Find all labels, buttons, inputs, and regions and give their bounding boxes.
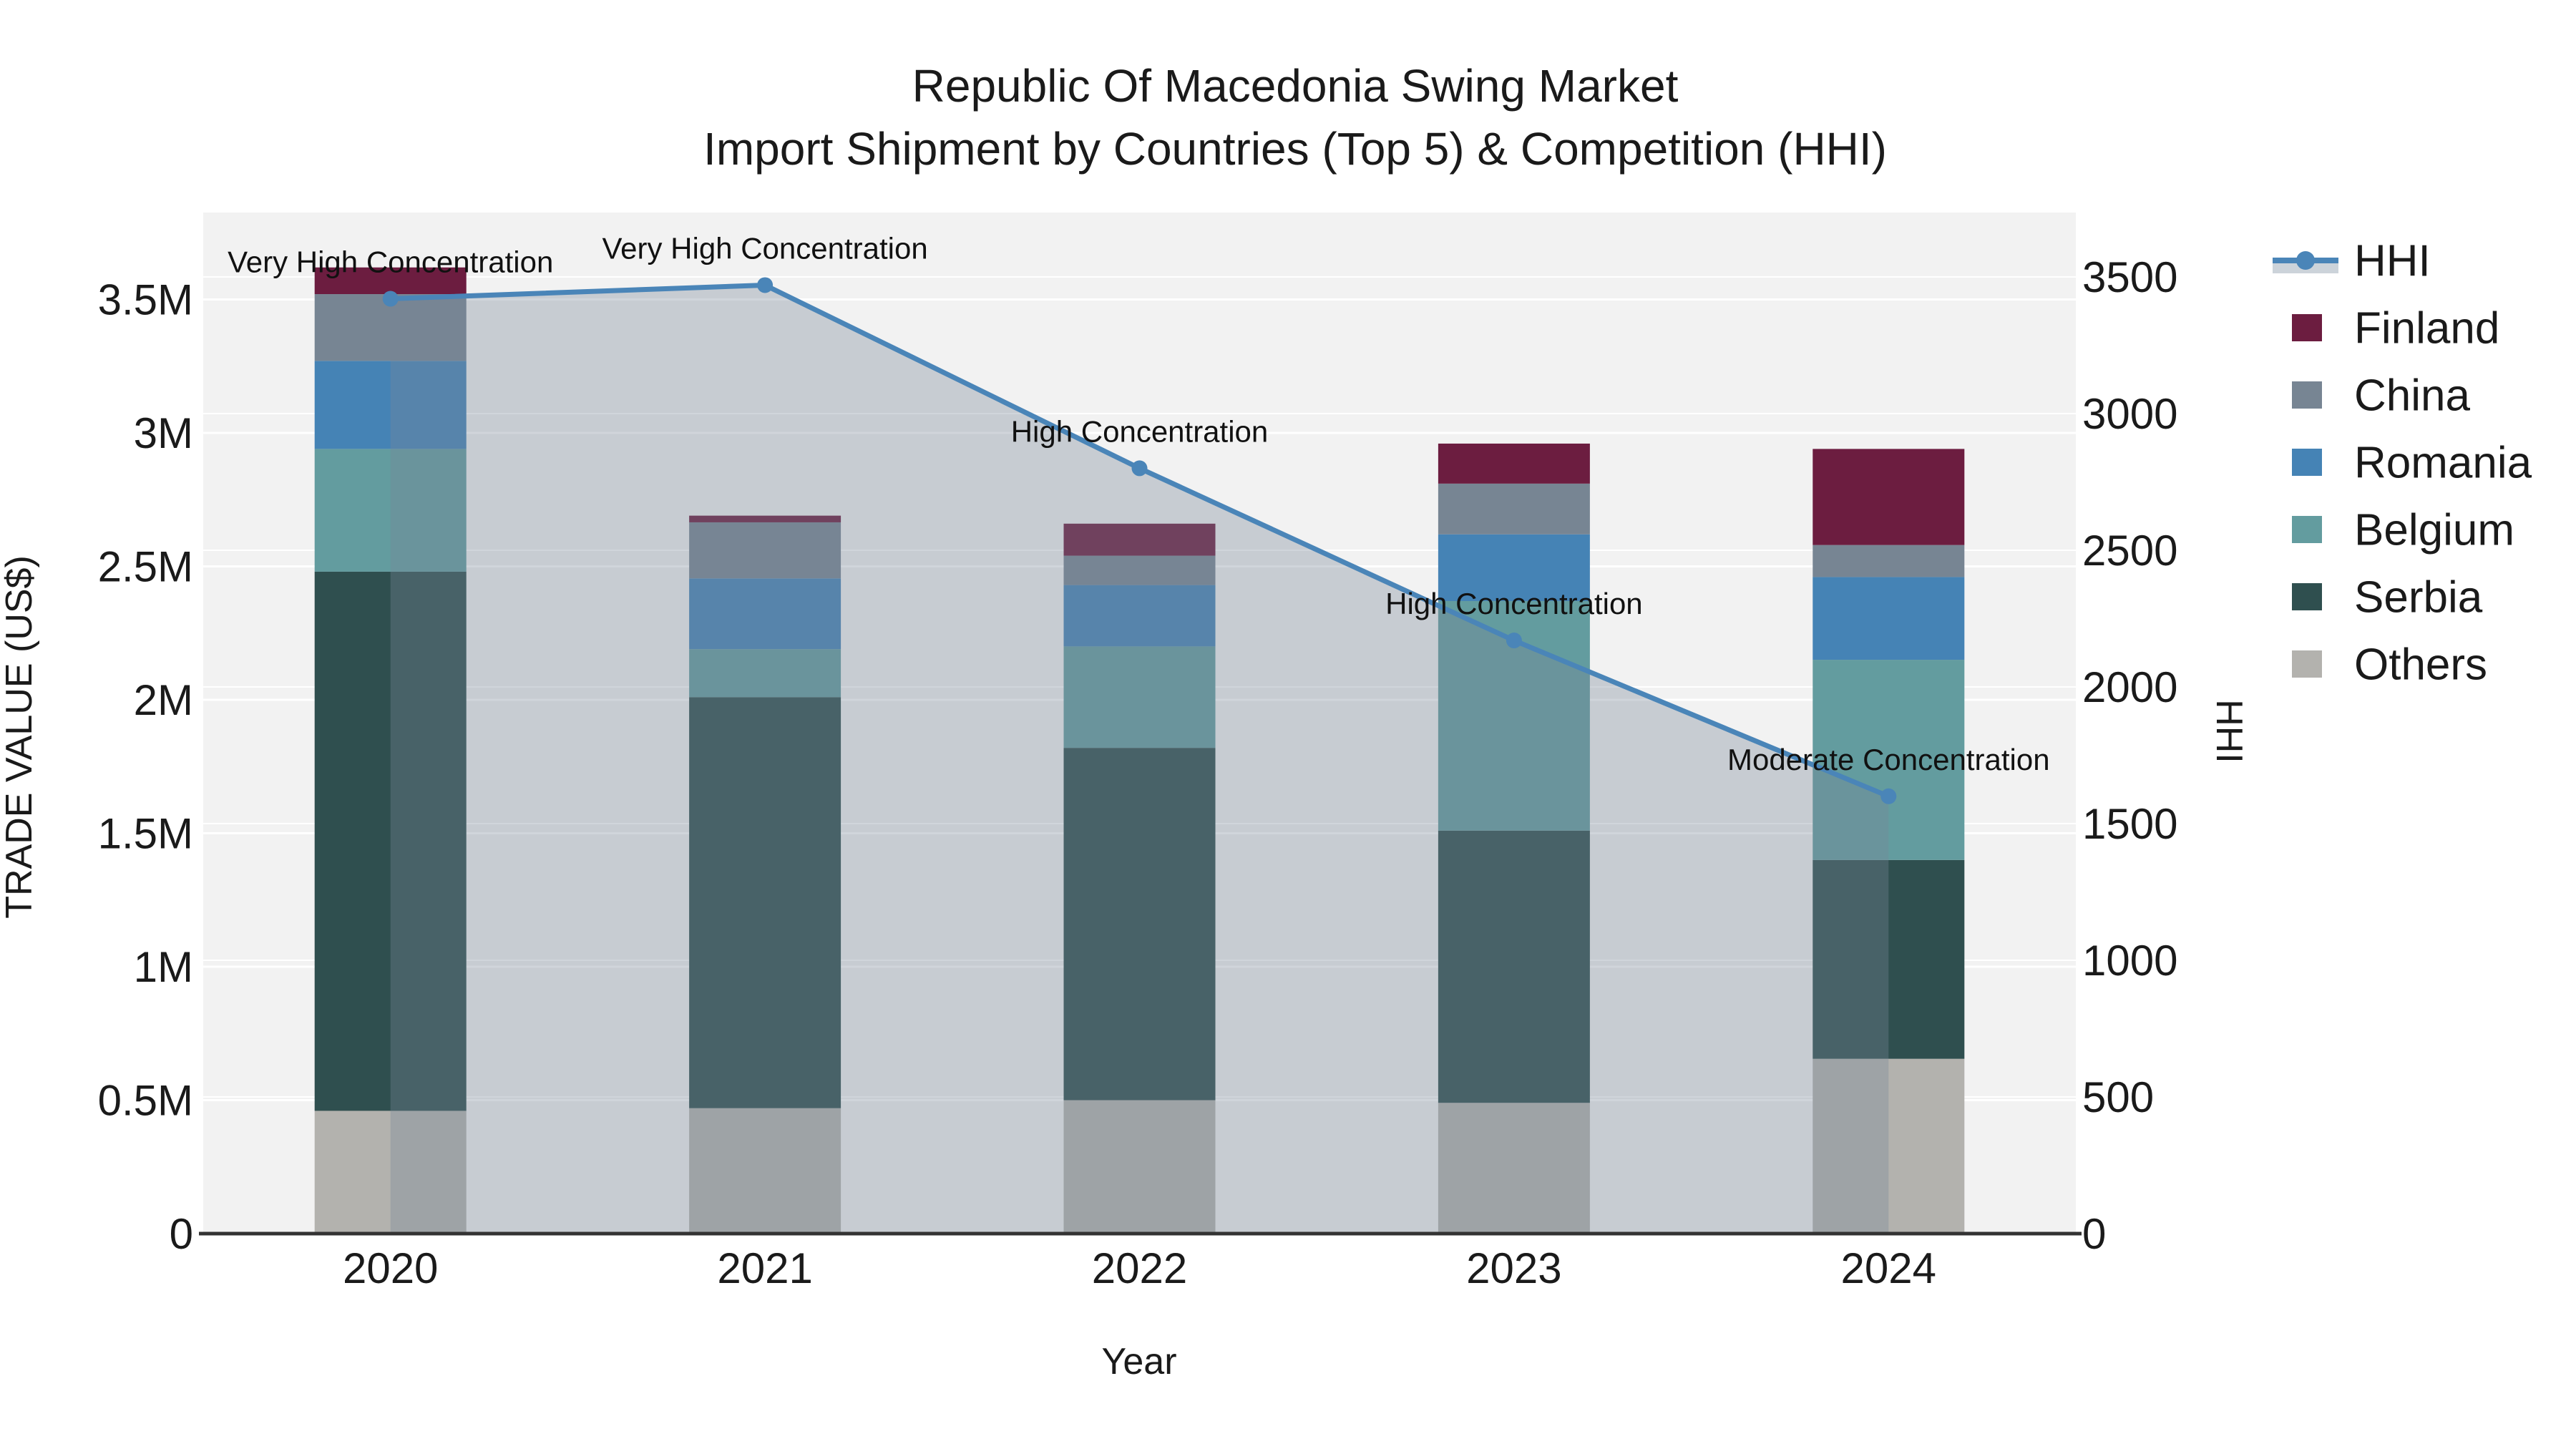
y-right-tick-2500: 2500	[2082, 527, 2177, 575]
hhi-area-fill	[390, 285, 1889, 1234]
legend: HHI Finland China Romania Belgium Serbia Other…	[2273, 237, 2532, 690]
bar-segment-others-2020[interactable]	[314, 1111, 467, 1234]
y-right-tick-1000: 1000	[2082, 937, 2177, 985]
chart-title-line2: Import Shipment by Countries (Top 5) & C…	[703, 123, 1887, 175]
chart-title-line1: Republic Of Macedonia Swing Market	[912, 60, 1679, 112]
legend-item-hhi[interactable]: HHI	[2273, 237, 2431, 286]
y-right-tick-1500: 1500	[2082, 800, 2177, 848]
y-right-tick-3000: 3000	[2082, 390, 2177, 438]
x-tick-2020: 2020	[343, 1244, 438, 1292]
y-left-tick-1.5M: 1.5M	[98, 810, 193, 858]
bar-segment-china-2021[interactable]	[689, 522, 841, 579]
legend-label-others: Others	[2354, 640, 2487, 690]
bar-segment-romania-2021[interactable]	[689, 578, 841, 650]
annotation-2020: Very High Concentration	[228, 245, 553, 279]
legend-label-belgium: Belgium	[2354, 506, 2514, 555]
y-left-tick-3M: 3M	[134, 409, 193, 457]
bar-segment-romania-2022[interactable]	[1063, 585, 1216, 647]
bar-segment-china-2022[interactable]	[1063, 555, 1216, 585]
y-left-tick-2M: 2M	[134, 676, 193, 724]
legend-swatch-china	[2292, 381, 2322, 409]
legend-swatch-finland	[2292, 314, 2322, 341]
bar-segment-serbia-2021[interactable]	[689, 697, 841, 1108]
bar-segment-finland-2022[interactable]	[1063, 523, 1216, 556]
bar-segment-china-2023[interactable]	[1438, 483, 1590, 535]
x-axis-title: Year	[1101, 1341, 1176, 1382]
y-right-tick-2000: 2000	[2082, 663, 2177, 711]
x-tick-2024: 2024	[1841, 1244, 1936, 1292]
legend-item-china[interactable]: China	[2292, 371, 2471, 421]
y-right-tick-3500: 3500	[2082, 253, 2177, 301]
y-left-tick-1M: 1M	[134, 943, 193, 991]
bar-segment-belgium-2021[interactable]	[689, 649, 841, 698]
plot-area: Very High Concentration Very High Concent…	[98, 213, 2177, 1292]
x-tick-2023: 2023	[1466, 1244, 1561, 1292]
legend-label-romania: Romania	[2354, 439, 2532, 488]
hhi-marker-2021[interactable]	[757, 277, 774, 293]
bar-segment-romania-2023[interactable]	[1438, 534, 1590, 601]
hhi-marker-2022[interactable]	[1131, 460, 1148, 477]
bar-segment-serbia-2022[interactable]	[1063, 748, 1216, 1101]
legend-item-romania[interactable]: Romania	[2292, 439, 2532, 488]
annotation-2021: Very High Concentration	[602, 231, 927, 265]
bar-segment-belgium-2020[interactable]	[314, 449, 467, 572]
annotation-2024: Moderate Concentration	[1727, 743, 2050, 776]
legend-swatch-serbia	[2292, 583, 2322, 610]
x-tick-2022: 2022	[1092, 1244, 1187, 1292]
y-left-tick-2.5M: 2.5M	[98, 543, 193, 591]
bar-segment-romania-2024[interactable]	[1813, 577, 1965, 660]
bar-segment-romania-2020[interactable]	[314, 361, 467, 449]
annotation-2023: High Concentration	[1385, 587, 1643, 620]
legend-item-serbia[interactable]: Serbia	[2292, 573, 2483, 623]
y-axis-right-title: HHI	[2208, 699, 2250, 763]
legend-item-others[interactable]: Others	[2292, 640, 2487, 690]
bar-segment-china-2024[interactable]	[1813, 545, 1965, 577]
y-right-tick-500: 500	[2082, 1073, 2154, 1121]
legend-item-belgium[interactable]: Belgium	[2292, 506, 2514, 555]
bar-segment-others-2022[interactable]	[1063, 1100, 1216, 1234]
annotation-2022: High Concentration	[1011, 414, 1269, 448]
y-left-tick-0.5M: 0.5M	[98, 1077, 193, 1125]
legend-swatch-belgium	[2292, 516, 2322, 543]
y-left-tick-0: 0	[170, 1210, 193, 1258]
legend-hhi-marker-icon	[2296, 251, 2315, 270]
bar-segment-serbia-2024[interactable]	[1813, 859, 1965, 1059]
bar-segment-others-2023[interactable]	[1438, 1103, 1590, 1234]
bar-segment-serbia-2023[interactable]	[1438, 830, 1590, 1103]
bar-segment-finland-2024[interactable]	[1813, 449, 1965, 545]
bar-segment-finland-2021[interactable]	[689, 515, 841, 522]
y-left-tick-3.5M: 3.5M	[98, 276, 193, 324]
legend-item-finland[interactable]: Finland	[2292, 304, 2499, 353]
y-right-tick-0: 0	[2082, 1210, 2106, 1258]
y-axis-left-title: TRADE VALUE (US$)	[0, 555, 40, 919]
legend-swatch-others	[2292, 650, 2322, 678]
bar-segment-belgium-2022[interactable]	[1063, 646, 1216, 748]
legend-swatch-romania	[2292, 449, 2322, 476]
bar-segment-belgium-2024[interactable]	[1813, 660, 1965, 860]
bar-segment-serbia-2020[interactable]	[314, 571, 467, 1111]
bar-segment-finland-2020[interactable]	[314, 267, 467, 295]
hhi-marker-2023[interactable]	[1506, 633, 1522, 649]
legend-label-finland: Finland	[2354, 304, 2499, 353]
legend-label-china: China	[2354, 371, 2471, 421]
bar-segment-finland-2023[interactable]	[1438, 443, 1590, 484]
bar-segment-others-2024[interactable]	[1813, 1058, 1965, 1234]
bar-segment-others-2021[interactable]	[689, 1108, 841, 1234]
x-tick-2021: 2021	[717, 1244, 812, 1292]
legend-label-hhi: HHI	[2354, 237, 2431, 286]
legend-label-serbia: Serbia	[2354, 573, 2483, 623]
hhi-marker-2020[interactable]	[382, 291, 399, 307]
hhi-marker-2024[interactable]	[1880, 788, 1897, 804]
